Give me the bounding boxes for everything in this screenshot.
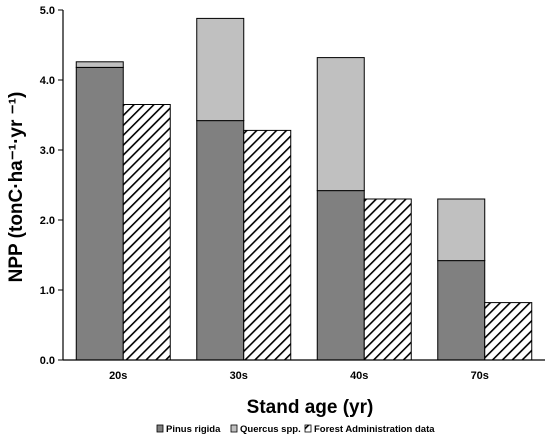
y-tick-label: 5.0 xyxy=(40,5,55,17)
bar-quercus-spp-40s xyxy=(316,57,365,192)
bar-pinus-rigida-70s xyxy=(437,260,486,361)
axes xyxy=(62,10,545,361)
x-tick-label: 70s xyxy=(471,370,489,382)
legend-label: Pinus rigida xyxy=(166,424,221,435)
x-axis-title: Stand age (yr) xyxy=(247,397,374,418)
legend-swatch xyxy=(304,424,312,433)
y-tick-label: 3.0 xyxy=(40,145,55,157)
bar-forest-administration-data-40s xyxy=(363,198,412,361)
bars xyxy=(75,17,533,361)
x-tick-label: 20s xyxy=(109,370,127,382)
bar-quercus-spp-30s xyxy=(196,17,245,122)
bar-quercus-spp-70s xyxy=(437,198,486,262)
bar-quercus-spp-20s xyxy=(75,61,124,68)
bar-forest-administration-data-20s xyxy=(122,104,171,361)
y-axis-ticks: 0.0 1.0 2.0 3.0 4.0 5.0 xyxy=(40,5,63,367)
bar-pinus-rigida-20s xyxy=(75,66,124,361)
y-axis-title: NPP (tonC·ha⁻¹·yr ⁻¹) xyxy=(6,92,27,283)
x-tick-label: 40s xyxy=(350,370,368,382)
bar-pinus-rigida-30s xyxy=(196,120,245,361)
y-tick-label: 2.0 xyxy=(40,215,55,227)
legend-swatch xyxy=(230,424,238,433)
bar-pinus-rigida-40s xyxy=(316,190,365,361)
legend-label: Forest Administration data xyxy=(314,424,435,435)
y-tick-label: 4.0 xyxy=(40,75,55,87)
y-tick-label: 1.0 xyxy=(40,285,55,297)
x-axis-ticks: 20s 30s 40s 70s xyxy=(109,370,489,382)
legend: Pinus rigida Quercus spp. Forest Administr… xyxy=(156,424,435,435)
bar-forest-administration-data-30s xyxy=(243,129,292,361)
legend-swatch xyxy=(156,424,164,433)
legend-label: Quercus spp. xyxy=(240,424,301,435)
x-tick-label: 30s xyxy=(230,370,248,382)
y-tick-label: 0.0 xyxy=(40,355,55,367)
bar-forest-administration-data-70s xyxy=(484,302,533,361)
